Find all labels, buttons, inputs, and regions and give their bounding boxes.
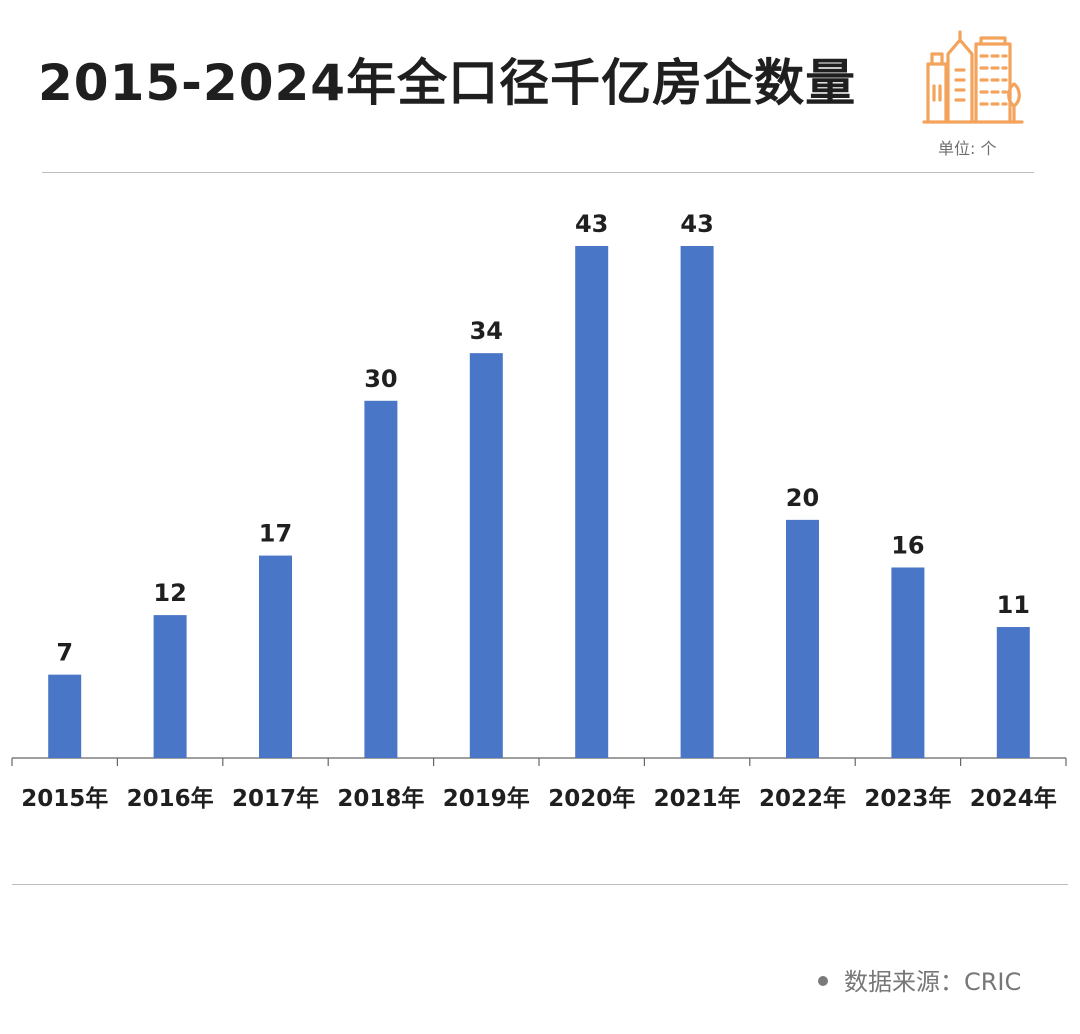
bar-value-label: 30 — [364, 365, 397, 393]
unit-label: 单位: 个 — [938, 139, 997, 158]
bar-value-label: 7 — [56, 639, 73, 667]
bar-value-label: 34 — [470, 317, 503, 345]
bar-value-label: 11 — [997, 591, 1030, 619]
bar — [680, 246, 714, 758]
x-tick-label: 2021年 — [654, 785, 741, 812]
x-tick-label: 2016年 — [127, 785, 214, 812]
bar — [996, 627, 1030, 758]
city-buildings-icon — [922, 30, 1024, 124]
bar — [786, 519, 819, 758]
bar-value-label: 43 — [680, 210, 713, 238]
x-tick-label: 2017年 — [232, 785, 319, 812]
source-text: 数据来源：CRIC — [844, 968, 1022, 996]
bottom-divider — [12, 884, 1068, 885]
bar — [891, 567, 925, 758]
x-tick-label: 2019年 — [443, 785, 530, 812]
x-tick-label: 2020年 — [548, 785, 635, 812]
x-tick-label: 2022年 — [759, 785, 846, 812]
x-tick-label: 2023年 — [864, 785, 951, 812]
bar — [259, 555, 292, 758]
source-note: 数据来源：CRIC — [818, 962, 1021, 997]
bar-value-label: 43 — [575, 210, 608, 238]
x-tick-label: 2018年 — [337, 785, 424, 812]
bar — [48, 674, 82, 758]
chart-title: 2015-2024年全口径千亿房企数量 — [38, 54, 857, 112]
bar-value-label: 20 — [786, 484, 819, 512]
x-tick-label: 2015年 — [21, 785, 108, 812]
bar — [469, 353, 503, 758]
source-dot-icon — [818, 976, 828, 986]
bar — [575, 246, 609, 758]
bar — [364, 400, 398, 758]
bar-value-label: 17 — [259, 520, 292, 548]
x-tick-label: 2024年 — [970, 785, 1057, 812]
bar-value-label: 12 — [153, 579, 186, 607]
top-divider — [42, 172, 1034, 173]
bar-value-label: 16 — [891, 531, 924, 559]
bar — [153, 615, 187, 758]
